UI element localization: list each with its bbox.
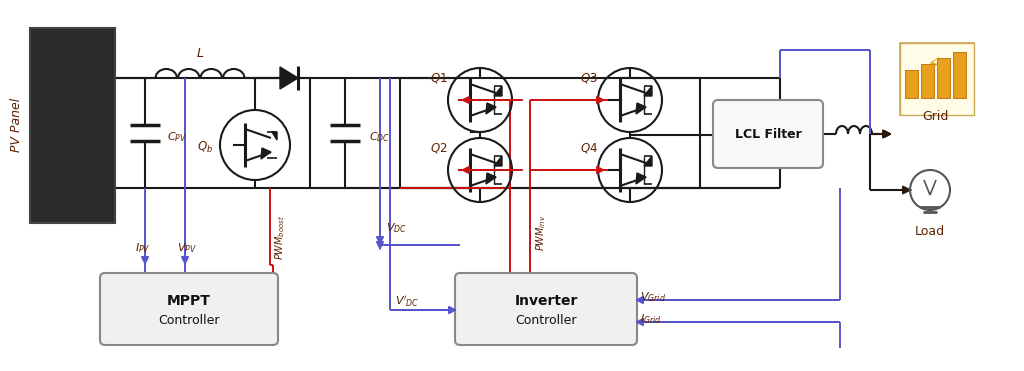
Polygon shape <box>636 173 646 184</box>
Text: LCL Filter: LCL Filter <box>734 128 802 141</box>
Polygon shape <box>261 148 271 159</box>
FancyBboxPatch shape <box>100 273 278 345</box>
Text: PV Panel: PV Panel <box>9 98 23 152</box>
Bar <box>953 52 966 98</box>
Text: $Q_b$: $Q_b$ <box>197 139 213 155</box>
Polygon shape <box>644 86 652 96</box>
Bar <box>905 70 918 98</box>
Text: $C_{DC}$: $C_{DC}$ <box>369 130 390 144</box>
Text: $Q2$: $Q2$ <box>430 141 447 155</box>
Polygon shape <box>494 86 502 96</box>
Polygon shape <box>636 103 646 114</box>
FancyBboxPatch shape <box>455 273 637 345</box>
Text: $PWM_{inv}$: $PWM_{inv}$ <box>534 215 548 251</box>
Text: Inverter: Inverter <box>514 294 578 308</box>
FancyBboxPatch shape <box>900 43 974 115</box>
Bar <box>30 28 115 223</box>
Text: MPPT: MPPT <box>167 294 211 308</box>
Text: Grid: Grid <box>922 110 948 123</box>
Polygon shape <box>272 132 278 140</box>
Text: Controller: Controller <box>159 315 220 328</box>
Bar <box>937 58 950 98</box>
Text: $I_{PV}$: $I_{PV}$ <box>135 241 151 255</box>
Text: Controller: Controller <box>515 315 577 328</box>
Polygon shape <box>280 67 298 89</box>
Bar <box>900 43 974 115</box>
Text: $PWM_{boost}$: $PWM_{boost}$ <box>273 215 287 260</box>
Text: $I_{Grid}$: $I_{Grid}$ <box>640 312 662 326</box>
Bar <box>921 64 934 98</box>
Bar <box>953 52 966 98</box>
Text: ⚡: ⚡ <box>926 56 940 75</box>
Text: Load: Load <box>914 225 945 238</box>
Text: $V_{Grid}$: $V_{Grid}$ <box>640 290 666 304</box>
Text: $V_{DC}$: $V_{DC}$ <box>386 221 407 235</box>
Polygon shape <box>644 156 652 166</box>
Polygon shape <box>486 103 496 114</box>
Text: L: L <box>197 47 204 60</box>
Polygon shape <box>486 173 496 184</box>
Text: $Q4$: $Q4$ <box>580 141 598 155</box>
Bar <box>905 70 918 98</box>
FancyBboxPatch shape <box>713 100 823 168</box>
Bar <box>937 58 950 98</box>
Text: $Q1$: $Q1$ <box>430 71 447 85</box>
Polygon shape <box>494 156 502 166</box>
Bar <box>921 64 934 98</box>
Text: $C_{PV}$: $C_{PV}$ <box>167 130 187 144</box>
Text: $V'_{DC}$: $V'_{DC}$ <box>395 295 419 309</box>
Text: $V_{PV}$: $V_{PV}$ <box>177 241 197 255</box>
Text: $Q3$: $Q3$ <box>580 71 598 85</box>
